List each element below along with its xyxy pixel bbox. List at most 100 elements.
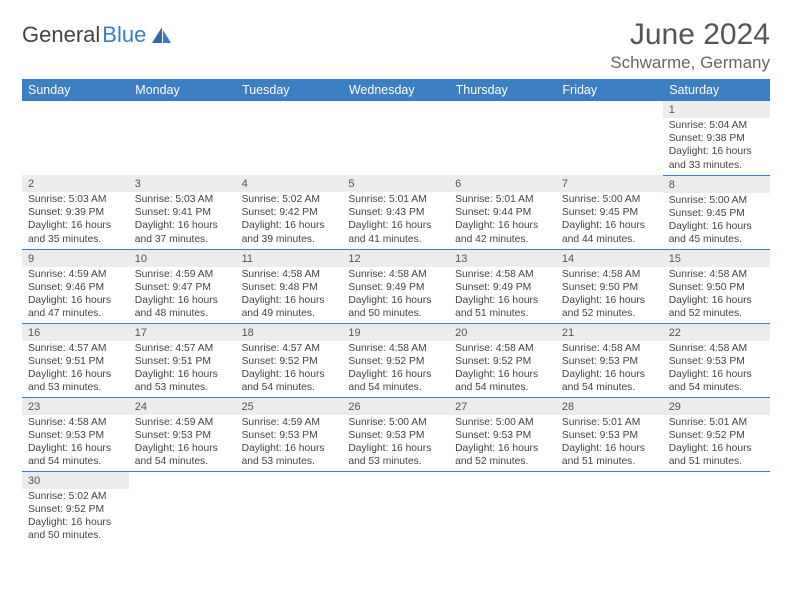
day-line-sr: Sunrise: 4:59 AM bbox=[135, 416, 230, 429]
day-line-sr: Sunrise: 5:01 AM bbox=[669, 416, 764, 429]
day-line-ss: Sunset: 9:53 PM bbox=[28, 429, 123, 442]
day-number: 25 bbox=[236, 398, 343, 415]
day-line-d1: Daylight: 16 hours bbox=[242, 368, 337, 381]
calendar-cell: 14Sunrise: 4:58 AMSunset: 9:50 PMDayligh… bbox=[556, 249, 663, 323]
day-body: Sunrise: 4:58 AMSunset: 9:53 PMDaylight:… bbox=[22, 415, 129, 471]
day-number: 20 bbox=[449, 324, 556, 341]
day-number: 19 bbox=[342, 324, 449, 341]
day-number: 30 bbox=[22, 472, 129, 489]
day-line-ss: Sunset: 9:50 PM bbox=[669, 281, 764, 294]
calendar-cell: 26Sunrise: 5:00 AMSunset: 9:53 PMDayligh… bbox=[342, 397, 449, 471]
day-line-ss: Sunset: 9:49 PM bbox=[348, 281, 443, 294]
day-line-sr: Sunrise: 4:58 AM bbox=[28, 416, 123, 429]
calendar-cell: 21Sunrise: 4:58 AMSunset: 9:53 PMDayligh… bbox=[556, 323, 663, 397]
day-line-d2: and 33 minutes. bbox=[669, 159, 764, 172]
day-line-d1: Daylight: 16 hours bbox=[562, 368, 657, 381]
day-line-d2: and 48 minutes. bbox=[135, 307, 230, 320]
day-number: 17 bbox=[129, 324, 236, 341]
calendar-body: 1Sunrise: 5:04 AMSunset: 9:38 PMDaylight… bbox=[22, 101, 770, 545]
day-line-sr: Sunrise: 4:58 AM bbox=[669, 268, 764, 281]
day-body: Sunrise: 5:01 AMSunset: 9:52 PMDaylight:… bbox=[663, 415, 770, 471]
day-line-d1: Daylight: 16 hours bbox=[135, 294, 230, 307]
day-line-d1: Daylight: 16 hours bbox=[455, 368, 550, 381]
day-number: 11 bbox=[236, 250, 343, 267]
day-line-d2: and 52 minutes. bbox=[455, 455, 550, 468]
day-line-ss: Sunset: 9:45 PM bbox=[669, 207, 764, 220]
day-line-d2: and 53 minutes. bbox=[348, 455, 443, 468]
day-line-d2: and 54 minutes. bbox=[28, 455, 123, 468]
day-number: 21 bbox=[556, 324, 663, 341]
day-body: Sunrise: 4:58 AMSunset: 9:49 PMDaylight:… bbox=[449, 267, 556, 323]
calendar-cell bbox=[663, 471, 770, 545]
day-number: 18 bbox=[236, 324, 343, 341]
day-body: Sunrise: 5:00 AMSunset: 9:53 PMDaylight:… bbox=[449, 415, 556, 471]
day-number: 22 bbox=[663, 324, 770, 341]
day-line-ss: Sunset: 9:53 PM bbox=[135, 429, 230, 442]
day-line-d2: and 54 minutes. bbox=[669, 381, 764, 394]
day-line-d2: and 53 minutes. bbox=[135, 381, 230, 394]
calendar-cell bbox=[342, 101, 449, 175]
calendar-cell bbox=[129, 471, 236, 545]
day-line-sr: Sunrise: 5:03 AM bbox=[28, 193, 123, 206]
day-line-sr: Sunrise: 4:57 AM bbox=[242, 342, 337, 355]
day-line-d1: Daylight: 16 hours bbox=[28, 368, 123, 381]
calendar-cell: 18Sunrise: 4:57 AMSunset: 9:52 PMDayligh… bbox=[236, 323, 343, 397]
day-line-sr: Sunrise: 4:57 AM bbox=[135, 342, 230, 355]
day-line-sr: Sunrise: 5:04 AM bbox=[669, 119, 764, 132]
calendar-cell: 1Sunrise: 5:04 AMSunset: 9:38 PMDaylight… bbox=[663, 101, 770, 175]
calendar-cell: 2Sunrise: 5:03 AMSunset: 9:39 PMDaylight… bbox=[22, 175, 129, 249]
day-line-sr: Sunrise: 4:58 AM bbox=[348, 342, 443, 355]
day-line-d1: Daylight: 16 hours bbox=[562, 294, 657, 307]
day-line-ss: Sunset: 9:49 PM bbox=[455, 281, 550, 294]
calendar-cell: 15Sunrise: 4:58 AMSunset: 9:50 PMDayligh… bbox=[663, 249, 770, 323]
day-body: Sunrise: 5:04 AMSunset: 9:38 PMDaylight:… bbox=[663, 118, 770, 174]
day-line-ss: Sunset: 9:38 PM bbox=[669, 132, 764, 145]
calendar-cell: 27Sunrise: 5:00 AMSunset: 9:53 PMDayligh… bbox=[449, 397, 556, 471]
day-line-sr: Sunrise: 4:58 AM bbox=[242, 268, 337, 281]
day-line-d1: Daylight: 16 hours bbox=[135, 442, 230, 455]
calendar-cell: 23Sunrise: 4:58 AMSunset: 9:53 PMDayligh… bbox=[22, 397, 129, 471]
day-body: Sunrise: 4:58 AMSunset: 9:52 PMDaylight:… bbox=[342, 341, 449, 397]
day-line-d1: Daylight: 16 hours bbox=[242, 219, 337, 232]
day-line-sr: Sunrise: 5:01 AM bbox=[348, 193, 443, 206]
day-line-d2: and 35 minutes. bbox=[28, 233, 123, 246]
calendar-cell: 16Sunrise: 4:57 AMSunset: 9:51 PMDayligh… bbox=[22, 323, 129, 397]
calendar-cell bbox=[236, 471, 343, 545]
day-number: 1 bbox=[663, 101, 770, 118]
calendar-cell: 24Sunrise: 4:59 AMSunset: 9:53 PMDayligh… bbox=[129, 397, 236, 471]
day-number: 5 bbox=[342, 175, 449, 192]
brand-part1: General bbox=[22, 22, 100, 48]
day-line-ss: Sunset: 9:46 PM bbox=[28, 281, 123, 294]
day-number: 9 bbox=[22, 250, 129, 267]
day-number: 8 bbox=[663, 176, 770, 193]
day-line-ss: Sunset: 9:51 PM bbox=[28, 355, 123, 368]
day-line-d1: Daylight: 16 hours bbox=[562, 219, 657, 232]
day-line-d1: Daylight: 16 hours bbox=[348, 219, 443, 232]
day-line-sr: Sunrise: 5:00 AM bbox=[669, 194, 764, 207]
day-line-d2: and 50 minutes. bbox=[348, 307, 443, 320]
day-line-ss: Sunset: 9:48 PM bbox=[242, 281, 337, 294]
calendar-cell bbox=[22, 101, 129, 175]
day-number: 23 bbox=[22, 398, 129, 415]
calendar-cell: 12Sunrise: 4:58 AMSunset: 9:49 PMDayligh… bbox=[342, 249, 449, 323]
calendar-head: SundayMondayTuesdayWednesdayThursdayFrid… bbox=[22, 79, 770, 101]
day-line-d1: Daylight: 16 hours bbox=[242, 294, 337, 307]
day-line-sr: Sunrise: 4:59 AM bbox=[135, 268, 230, 281]
day-body: Sunrise: 4:57 AMSunset: 9:51 PMDaylight:… bbox=[22, 341, 129, 397]
calendar-cell: 8Sunrise: 5:00 AMSunset: 9:45 PMDaylight… bbox=[663, 175, 770, 249]
calendar-cell: 13Sunrise: 4:58 AMSunset: 9:49 PMDayligh… bbox=[449, 249, 556, 323]
day-line-ss: Sunset: 9:53 PM bbox=[455, 429, 550, 442]
calendar-cell: 22Sunrise: 4:58 AMSunset: 9:53 PMDayligh… bbox=[663, 323, 770, 397]
weekday-header: Saturday bbox=[663, 79, 770, 101]
day-line-sr: Sunrise: 4:58 AM bbox=[562, 268, 657, 281]
day-body: Sunrise: 4:58 AMSunset: 9:50 PMDaylight:… bbox=[663, 267, 770, 323]
calendar-cell bbox=[342, 471, 449, 545]
day-body: Sunrise: 4:58 AMSunset: 9:52 PMDaylight:… bbox=[449, 341, 556, 397]
sail-icon bbox=[150, 25, 172, 45]
day-line-d2: and 54 minutes. bbox=[135, 455, 230, 468]
day-line-d1: Daylight: 16 hours bbox=[348, 442, 443, 455]
calendar-cell bbox=[449, 471, 556, 545]
day-line-ss: Sunset: 9:45 PM bbox=[562, 206, 657, 219]
day-line-d2: and 39 minutes. bbox=[242, 233, 337, 246]
day-line-d1: Daylight: 16 hours bbox=[28, 219, 123, 232]
